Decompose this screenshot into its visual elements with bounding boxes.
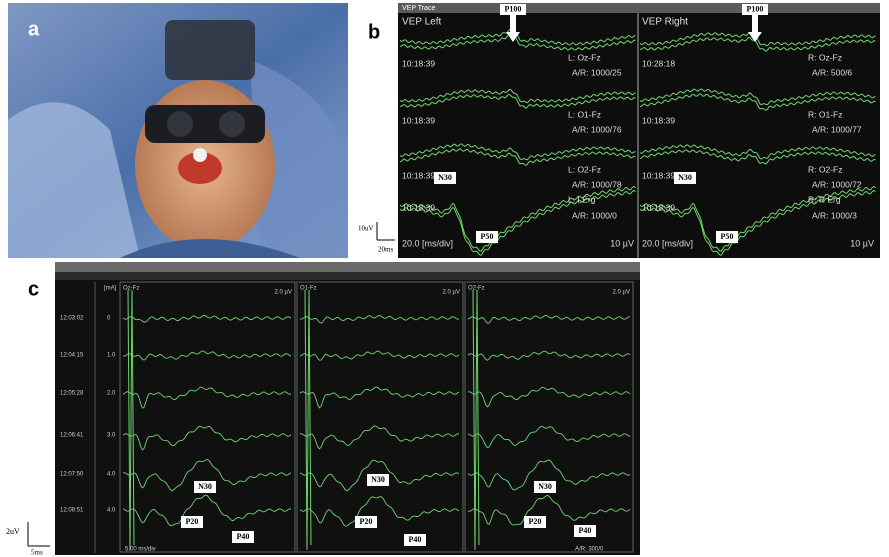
figure: a b c VEP Trace VEP Left 10:18:39 L: Oz-Fz A/R:… — [0, 0, 889, 557]
peak-label: P50 — [481, 232, 494, 241]
window-title: VEP Trace — [402, 5, 435, 12]
scale: 10 µV — [610, 238, 634, 248]
subbar — [55, 272, 640, 280]
microscope — [165, 20, 255, 80]
current: 1.0 — [107, 353, 116, 359]
peak-label: N30 — [198, 482, 212, 491]
timestamp: 10:18:39 — [402, 170, 435, 180]
peak-label: P20 — [186, 517, 199, 526]
lead-label: R: O2-Fz — [808, 164, 842, 174]
channel-name: O1-Fz — [300, 286, 317, 292]
ar-label: A/R: 1000/72 — [812, 179, 862, 189]
timestamp: 10:18:39 — [642, 202, 675, 212]
lead-label: L: Oz-Fz — [568, 52, 601, 62]
trace-title: VEP Left — [402, 17, 442, 28]
peak-label: P40 — [237, 532, 250, 541]
toolbar — [55, 262, 640, 272]
photo — [8, 3, 348, 258]
ar-label: A/R: 1000/25 — [572, 67, 622, 77]
lead-label: R: O1-Fz — [808, 109, 842, 119]
lens — [167, 111, 193, 137]
channel-scale: 2.0 µV — [275, 290, 292, 296]
channel-name: Oz-Fz — [123, 286, 139, 292]
unit-header: [mA] — [104, 286, 117, 292]
timebase: 5.00 ms/div — [125, 547, 156, 553]
scale-amplitude: 10uV — [358, 225, 374, 233]
timestamp: 12:06:41 — [60, 433, 84, 439]
current: 4.0 — [107, 472, 116, 478]
timestamp: 12:03:02 — [60, 316, 84, 322]
channel-name: O2-Fz — [468, 286, 485, 292]
window-titlebar — [398, 3, 880, 13]
timestamp: 10:18:39 — [642, 115, 675, 125]
lens — [219, 111, 245, 137]
trace-title: VEP Right — [642, 17, 688, 28]
ar-label: A/R: 1000/76 — [572, 124, 622, 134]
current: 4.0 — [107, 508, 116, 514]
lead-label: R: Oz-Fz — [808, 52, 842, 62]
panel-label: b — [368, 21, 380, 43]
peak-label: P100 — [505, 4, 522, 13]
timestamp: 10:28:18 — [642, 58, 675, 68]
scale: 10 µV — [850, 238, 874, 248]
peak-label: N30 — [438, 173, 452, 182]
current: 2.0 — [107, 391, 116, 397]
channel-scale: 2.0 µV — [443, 290, 460, 296]
ar-label: A/R: 300/0 — [575, 547, 604, 553]
panel-label: a — [28, 18, 40, 40]
lead-label: L: LErg — [568, 194, 596, 204]
timebase: 20.0 [ms/div] — [402, 238, 453, 248]
peak-label: P40 — [579, 526, 592, 535]
lead-label: R: R Erg — [808, 194, 841, 204]
peak-label: P40 — [409, 535, 422, 544]
peak-label: P100 — [747, 4, 764, 13]
ar-label: A/R: 500/6 — [812, 67, 852, 77]
timestamp: 12:04:15 — [60, 353, 84, 359]
goggles — [145, 105, 265, 143]
tube — [193, 148, 207, 162]
peak-label: N30 — [371, 475, 385, 484]
ar-label: A/R: 1000/3 — [812, 210, 857, 220]
peak-label: P20 — [529, 517, 542, 526]
timestamp: 10:18:39 — [402, 202, 435, 212]
lead-label: L: O2-Fz — [568, 164, 601, 174]
timestamp: 10:18:39 — [402, 115, 435, 125]
erg-window — [55, 262, 640, 555]
timestamp: 12:07:50 — [60, 472, 84, 478]
timestamp: 10:18:39 — [402, 58, 435, 68]
peak-label: N30 — [538, 482, 552, 491]
scale-amplitude: 2uV — [6, 527, 20, 536]
ar-label: A/R: 1000/78 — [572, 179, 622, 189]
scale-time: 5ms — [31, 549, 43, 557]
current: 3.0 — [107, 433, 116, 439]
lead-label: L: O1-Fz — [568, 109, 601, 119]
peak-label: N30 — [678, 173, 692, 182]
peak-label: P50 — [721, 232, 734, 241]
timestamp: 12:05:28 — [60, 391, 84, 397]
vep-window — [398, 3, 880, 258]
panel-label: c — [28, 278, 39, 300]
channel-scale: 2.0 µV — [613, 290, 630, 296]
peak-label: P20 — [360, 517, 373, 526]
timestamp: 10:18:39 — [642, 170, 675, 180]
ar-label: A/R: 1000/0 — [572, 210, 617, 220]
ar-label: A/R: 1000/77 — [812, 124, 862, 134]
timestamp: 12:08:51 — [60, 508, 84, 514]
timebase: 20.0 [ms/div] — [642, 238, 693, 248]
scale-time: 20ms — [378, 246, 393, 254]
